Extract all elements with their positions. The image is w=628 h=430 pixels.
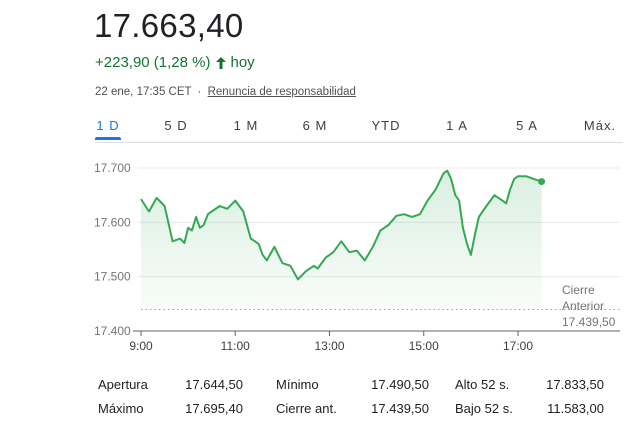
stat-label-high: Máximo [98, 401, 144, 416]
stat-label-prev-close: Cierre ant. [276, 401, 337, 416]
arrow-up-icon [215, 57, 226, 69]
change-period: hoy [230, 54, 255, 71]
stat-value-open: 17.644,50 [185, 377, 243, 392]
x-tick-label: 9:00 [129, 339, 153, 353]
time-range-tabs: 1 D 5 D 1 M 6 M YTD 1 A 5 A Máx. [95, 116, 623, 142]
meta-separator: · [197, 86, 202, 98]
stat-label-52w-low: Bajo 52 s. [455, 401, 513, 416]
current-price: 17.663,40 [94, 7, 244, 44]
tab-5a[interactable]: 5 A [516, 118, 538, 133]
tab-max[interactable]: Máx. [583, 118, 617, 133]
stat-label-open: Apertura [98, 377, 148, 392]
previous-close-label: Anterior [562, 299, 604, 313]
y-tick-label: 17.400 [94, 324, 131, 338]
stat-value-prev-close: 17.439,50 [371, 401, 429, 416]
price-change: +223,90 (1,28 %) hoy [95, 53, 255, 73]
x-tick-label: 17:00 [503, 339, 533, 353]
y-tick-label: 17.500 [94, 270, 131, 284]
y-tick-label: 17.600 [94, 215, 131, 229]
tab-1m[interactable]: 1 M [233, 118, 259, 133]
x-tick-label: 15:00 [409, 339, 439, 353]
tab-5d[interactable]: 5 D [164, 118, 188, 133]
stats-row: Apertura 17.644,50 Mínimo 17.490,50 Alto… [98, 374, 618, 398]
x-tick-label: 13:00 [314, 339, 344, 353]
price-area [141, 170, 542, 310]
price-line [140, 169, 542, 281]
stat-label-low: Mínimo [276, 377, 319, 392]
price-chart[interactable]: 17.700 17.600 17.500 17.400 Cierre Anterior 17… [0, 150, 628, 360]
tab-1d[interactable]: 1 D [95, 116, 121, 140]
previous-close-label: Cierre [562, 283, 595, 297]
tabs-divider [95, 142, 623, 143]
stats-row: Máximo 17.695,40 Cierre ant. 17.439,50 B… [98, 398, 618, 422]
x-tick-label: 11:00 [221, 339, 250, 353]
previous-close-value: 17.439,50 [562, 315, 616, 329]
last-price-dot [538, 178, 546, 186]
quote-timestamp: 22 ene, 17:35 CET [95, 86, 192, 98]
quote-meta: 22 ene, 17:35 CET · Renuncia de responsa… [95, 84, 356, 100]
tab-6m[interactable]: 6 M [302, 118, 328, 133]
stat-label-52w-high: Alto 52 s. [455, 377, 510, 392]
disclaimer-link[interactable]: Renuncia de responsabilidad [207, 86, 356, 98]
stat-value-52w-low: 11.583,00 [547, 401, 604, 416]
stat-value-high: 17.695,40 [185, 401, 243, 416]
stats-table: Apertura 17.644,50 Mínimo 17.490,50 Alto… [98, 374, 618, 422]
stat-value-low: 17.490,50 [371, 377, 429, 392]
y-tick-label: 17.700 [94, 161, 131, 175]
tab-ytd[interactable]: YTD [371, 118, 401, 133]
tab-1a[interactable]: 1 A [446, 118, 468, 133]
stat-value-52w-high: 17.833,50 [546, 377, 604, 392]
price-change-value: +223,90 (1,28 %) [95, 54, 211, 71]
